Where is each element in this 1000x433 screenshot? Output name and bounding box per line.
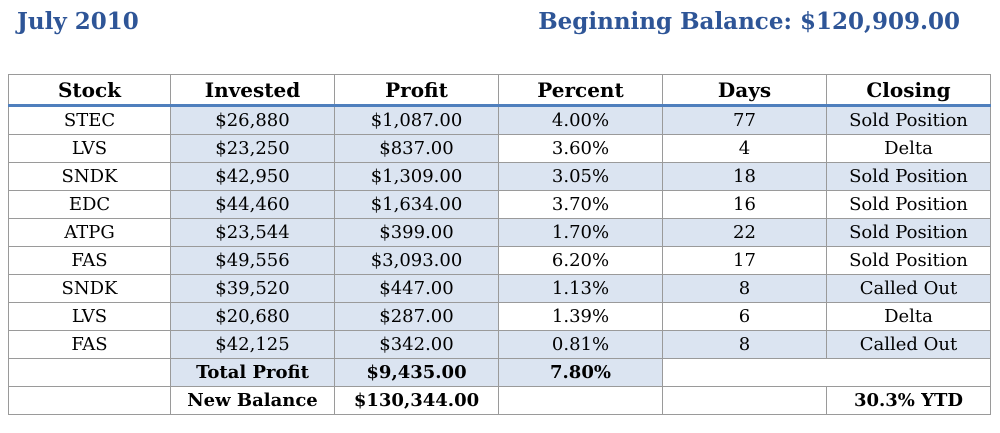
column-header-stock: Stock xyxy=(8,74,171,107)
column-header-percent: Percent xyxy=(498,74,663,107)
profit-cell: $447.00 xyxy=(334,274,499,303)
table-row: FAS $42,125 $342.00 0.81% 8 Called Out xyxy=(8,330,991,359)
closing-cell: Sold Position xyxy=(826,190,991,219)
percent-cell: 3.60% xyxy=(498,134,663,163)
empty-cell xyxy=(662,386,827,415)
invested-cell: $20,680 xyxy=(170,302,335,331)
days-cell: 4 xyxy=(662,134,827,163)
percent-cell: 0.81% xyxy=(498,330,663,359)
empty-cell xyxy=(8,358,171,387)
column-header-days: Days xyxy=(662,74,827,107)
closing-cell: Delta xyxy=(826,134,991,163)
profit-cell: $399.00 xyxy=(334,218,499,247)
stock-cell: SNDK xyxy=(8,162,171,191)
invested-cell: $26,880 xyxy=(170,105,335,135)
table-row: STEC $26,880 $1,087.00 4.00% 77 Sold Pos… xyxy=(8,105,991,135)
invested-cell: $23,250 xyxy=(170,134,335,163)
new-balance-row: New Balance $130,344.00 30.3% YTD xyxy=(8,386,991,415)
total-profit-value: $9,435.00 xyxy=(334,358,499,387)
total-percent-value: 7.80% xyxy=(498,358,663,387)
empty-cell xyxy=(662,358,991,387)
invested-cell: $49,556 xyxy=(170,246,335,275)
closing-cell: Sold Position xyxy=(826,162,991,191)
days-cell: 22 xyxy=(662,218,827,247)
total-profit-row: Total Profit $9,435.00 7.80% xyxy=(8,358,991,387)
table-row: FAS $49,556 $3,093.00 6.20% 17 Sold Posi… xyxy=(8,246,991,275)
column-header-profit: Profit xyxy=(334,74,499,107)
table-row: ATPG $23,544 $399.00 1.70% 22 Sold Posit… xyxy=(8,218,991,247)
closing-cell: Delta xyxy=(826,302,991,331)
new-balance-label: New Balance xyxy=(170,386,335,415)
days-cell: 6 xyxy=(662,302,827,331)
closing-cell: Sold Position xyxy=(826,105,991,135)
table-row: EDC $44,460 $1,634.00 3.70% 16 Sold Posi… xyxy=(8,190,991,219)
percent-cell: 1.13% xyxy=(498,274,663,303)
beginning-balance: Beginning Balance: $120,909.00 xyxy=(538,8,960,35)
table-header-row: Stock Invested Profit Percent Days Closi… xyxy=(8,74,991,107)
days-cell: 8 xyxy=(662,274,827,303)
closing-cell: Sold Position xyxy=(826,218,991,247)
profit-cell: $1,309.00 xyxy=(334,162,499,191)
stock-cell: SNDK xyxy=(8,274,171,303)
invested-cell: $39,520 xyxy=(170,274,335,303)
profit-cell: $342.00 xyxy=(334,330,499,359)
percent-cell: 3.70% xyxy=(498,190,663,219)
days-cell: 8 xyxy=(662,330,827,359)
percent-cell: 3.05% xyxy=(498,162,663,191)
percent-cell: 4.00% xyxy=(498,105,663,135)
percent-cell: 1.70% xyxy=(498,218,663,247)
stock-cell: ATPG xyxy=(8,218,171,247)
stock-cell: FAS xyxy=(8,246,171,275)
stock-cell: LVS xyxy=(8,302,171,331)
table-row: LVS $23,250 $837.00 3.60% 4 Delta xyxy=(8,134,991,163)
table-row: LVS $20,680 $287.00 1.39% 6 Delta xyxy=(8,302,991,331)
invested-cell: $42,125 xyxy=(170,330,335,359)
profit-cell: $287.00 xyxy=(334,302,499,331)
stock-cell: STEC xyxy=(8,105,171,135)
invested-cell: $42,950 xyxy=(170,162,335,191)
new-balance-value: $130,344.00 xyxy=(334,386,499,415)
stock-cell: FAS xyxy=(8,330,171,359)
profit-cell: $1,087.00 xyxy=(334,105,499,135)
closing-cell: Called Out xyxy=(826,330,991,359)
percent-cell: 6.20% xyxy=(498,246,663,275)
table-row: SNDK $39,520 $447.00 1.13% 8 Called Out xyxy=(8,274,991,303)
month-title: July 2010 xyxy=(17,8,139,35)
closing-cell: Sold Position xyxy=(826,246,991,275)
profit-cell: $1,634.00 xyxy=(334,190,499,219)
ytd-value: 30.3% YTD xyxy=(826,386,991,415)
days-cell: 18 xyxy=(662,162,827,191)
days-cell: 77 xyxy=(662,105,827,135)
total-profit-label: Total Profit xyxy=(170,358,335,387)
stock-cell: LVS xyxy=(8,134,171,163)
invested-cell: $44,460 xyxy=(170,190,335,219)
profit-cell: $837.00 xyxy=(334,134,499,163)
column-header-invested: Invested xyxy=(170,74,335,107)
profit-cell: $3,093.00 xyxy=(334,246,499,275)
table-row: SNDK $42,950 $1,309.00 3.05% 18 Sold Pos… xyxy=(8,162,991,191)
trades-table: Stock Invested Profit Percent Days Closi… xyxy=(8,74,991,415)
days-cell: 16 xyxy=(662,190,827,219)
column-header-closing: Closing xyxy=(826,74,991,107)
invested-cell: $23,544 xyxy=(170,218,335,247)
percent-cell: 1.39% xyxy=(498,302,663,331)
empty-cell xyxy=(8,386,171,415)
empty-cell xyxy=(498,386,663,415)
stock-cell: EDC xyxy=(8,190,171,219)
days-cell: 17 xyxy=(662,246,827,275)
closing-cell: Called Out xyxy=(826,274,991,303)
